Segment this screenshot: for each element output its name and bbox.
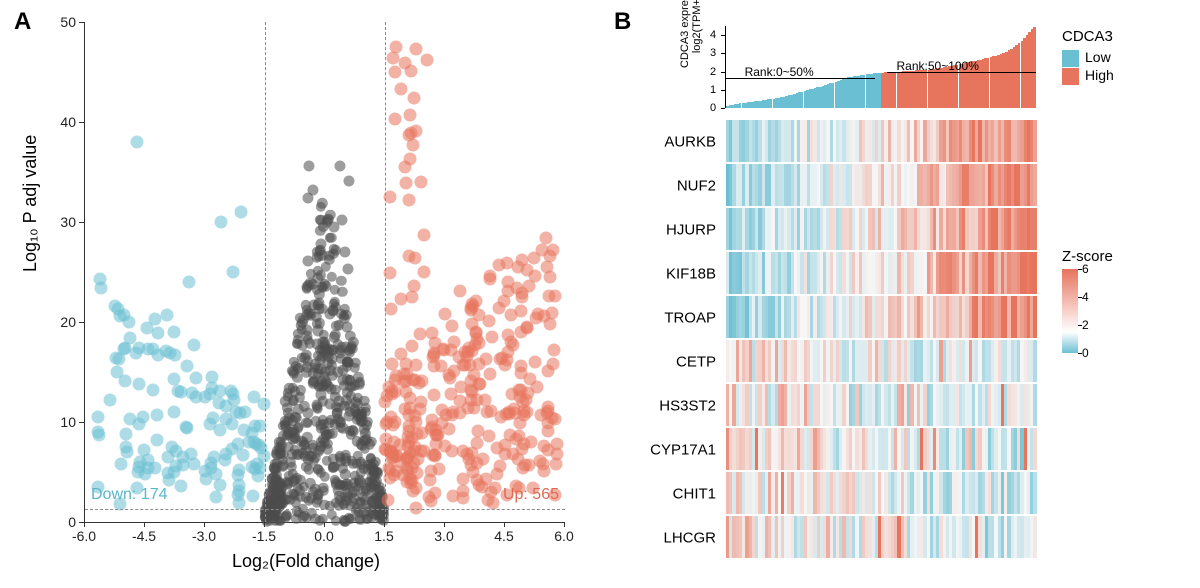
panel-b-label: B [614,8,631,36]
gene-label: CETP [632,354,716,371]
gene-label: NUF2 [632,178,716,195]
gene-label: HJURP [632,222,716,239]
gene-label: HS3ST2 [632,398,716,415]
gene-label: LHCGR [632,530,716,547]
rank-high-label: Rank:50~100% [897,59,979,73]
gene-label: AURKB [632,134,716,151]
bar-y-label: CDCA3 expression log2(TPM+1) [680,0,703,68]
panel-b: B CDCA3 expression log2(TPM+1) 01234 Ran… [626,12,1186,572]
gene-label: CHIT1 [632,486,716,503]
rank-low-label: Rank:0~50% [745,65,814,79]
bar-y-label-l1: CDCA3 expression [679,0,691,68]
legend-low: Low [1062,49,1114,67]
down-count: Down: 174 [91,486,168,504]
heatmap-area: AURKBNUF2HJURPKIF18BTROAPCETPHS3ST2CYP17… [726,120,1036,564]
volcano-y-title: Log₁₀ P adj value [20,135,41,272]
volcano-plot-area: Down: 174 Up: 565 [84,22,565,523]
zscore-gradient [1062,269,1078,353]
legend-low-label: Low [1085,49,1111,65]
group-legend-title: CDCA3 [1062,28,1114,45]
zscore-legend: Z-score 6420 [1062,248,1113,353]
gene-label: KIF18B [632,266,716,283]
swatch-low [1062,50,1079,67]
panel-a: A Down: 174 Up: 565 -6.0-4.5-3.0-1.50.01… [26,12,586,572]
expression-bar-area: 01234 Rank:0~50% Rank:50~100% [726,26,1036,108]
legend-high-label: High [1085,67,1114,83]
swatch-high [1062,68,1079,85]
up-count: Up: 565 [503,486,559,504]
group-legend: CDCA3 Low High [1062,28,1114,85]
heatmap [726,120,1036,564]
gene-label: CYP17A1 [632,442,716,459]
bar-y-label-l2: log2(TPM+1) [691,0,703,53]
legend-high: High [1062,67,1114,85]
volcano-x-title: Log₂(Fold change) [26,551,586,572]
panel-a-label: A [14,8,31,36]
gene-label: TROAP [632,310,716,327]
